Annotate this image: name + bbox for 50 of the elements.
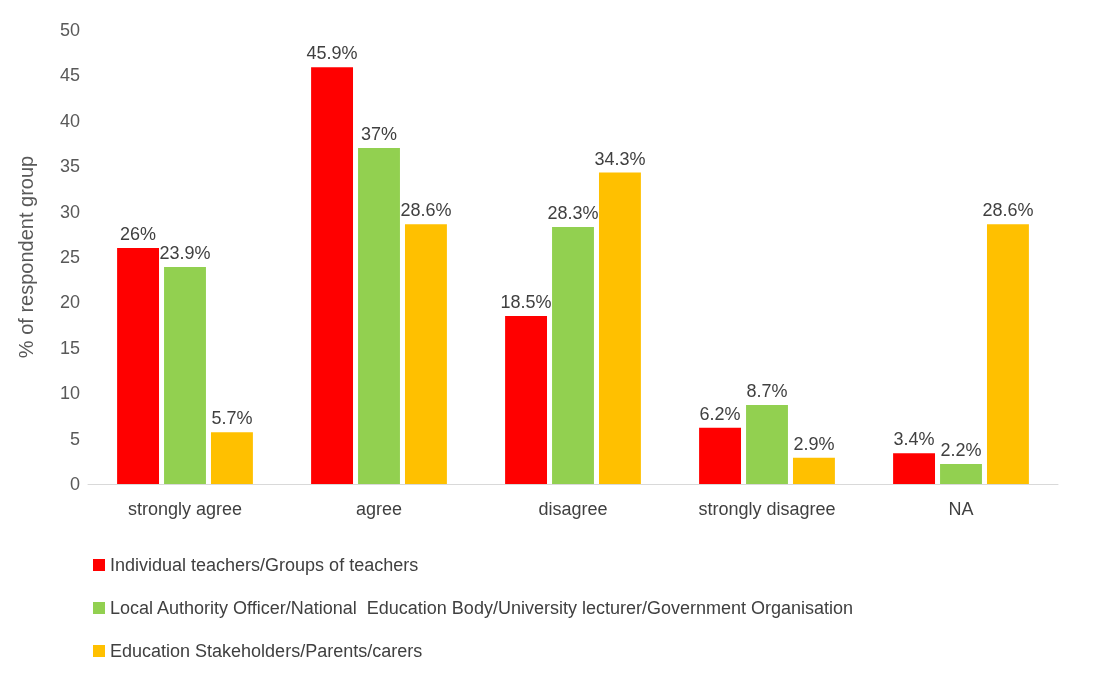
y-tick-label: 20 <box>59 292 80 313</box>
y-tick-label: 40 <box>59 110 80 131</box>
data-label: 45.9% <box>306 43 358 64</box>
data-label: 3.4% <box>893 429 935 450</box>
y-tick-label: 0 <box>69 474 80 494</box>
bar <box>404 224 447 484</box>
bar <box>164 266 206 484</box>
bar <box>358 148 400 484</box>
legend-label: Education Stakeholders/Parents/carers <box>110 641 423 661</box>
y-tick-label: 50 <box>59 20 80 40</box>
data-label: 2.2% <box>940 440 982 461</box>
bar <box>311 67 354 484</box>
data-label: 5.7% <box>211 408 253 429</box>
data-label: 34.3% <box>594 148 646 169</box>
data-label: 26% <box>120 223 157 244</box>
y-tick-label: 15 <box>59 337 80 358</box>
y-tick-label: 10 <box>59 383 80 404</box>
y-tick-label: 5 <box>69 428 80 449</box>
data-label: 28.6% <box>400 200 452 221</box>
data-label: 28.6% <box>982 200 1034 221</box>
legend-label: Local Authority Officer/National Education Body/University lecturer/Government Organisation <box>110 598 854 618</box>
x-tick-label: strongly agree <box>127 499 243 519</box>
y-tick-label: 45 <box>59 65 80 86</box>
bar <box>598 172 641 484</box>
x-tick-label: disagree <box>538 499 608 519</box>
data-label: 28.3% <box>547 203 599 224</box>
y-tick-label: 35 <box>59 156 80 177</box>
data-label: 18.5% <box>500 292 552 313</box>
bar <box>940 464 982 484</box>
legend-label: Individual teachers/Groups of teachers <box>110 555 419 575</box>
x-tick-label: agree <box>355 499 403 519</box>
bar <box>552 227 594 484</box>
x-tick-label: strongly disagree <box>698 499 836 519</box>
data-label: 6.2% <box>699 403 741 424</box>
x-tick-label: NA <box>948 499 974 519</box>
y-tick-label: 25 <box>59 247 80 267</box>
bar <box>699 427 742 484</box>
y-axis-title: % of respondent group <box>15 155 37 359</box>
data-label: 37% <box>360 124 398 145</box>
bar <box>505 316 548 484</box>
bar <box>893 453 936 484</box>
bar <box>117 247 160 484</box>
bar <box>986 224 1029 484</box>
bar <box>792 457 835 484</box>
data-label: 8.7% <box>746 381 788 401</box>
data-label: 23.9% <box>159 242 211 263</box>
bar <box>210 432 253 484</box>
data-label: 2.9% <box>793 433 835 454</box>
y-tick-label: 30 <box>59 201 80 222</box>
bar <box>746 405 788 484</box>
